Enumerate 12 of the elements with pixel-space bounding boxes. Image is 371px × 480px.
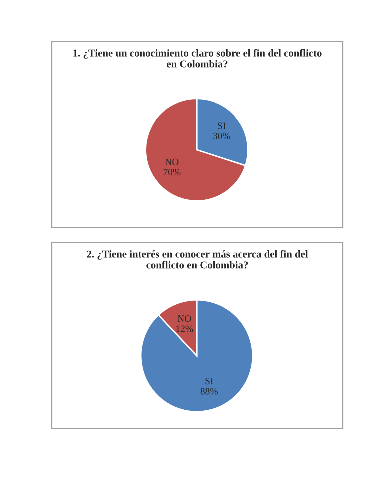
slice-label: SI bbox=[206, 378, 214, 385]
slice-label: NO bbox=[165, 158, 179, 166]
pie-slice bbox=[140, 299, 254, 413]
slice-label: NO bbox=[178, 316, 192, 322]
slice-label: SI bbox=[218, 122, 226, 130]
data-label: 88% bbox=[200, 388, 218, 395]
data-label: 30% bbox=[213, 132, 230, 140]
pie-slice bbox=[145, 98, 246, 202]
chart-title: 2. ¿Tiene interés en conocer más acerca del fin del conflicto en Colombia? bbox=[87, 250, 308, 269]
data-label: 12% bbox=[176, 326, 194, 332]
data-label: 70% bbox=[164, 169, 181, 176]
chart-title: 1. ¿Tiene un conocimiento claro sobre el fin del conflicto en Colombia? bbox=[74, 49, 322, 68]
